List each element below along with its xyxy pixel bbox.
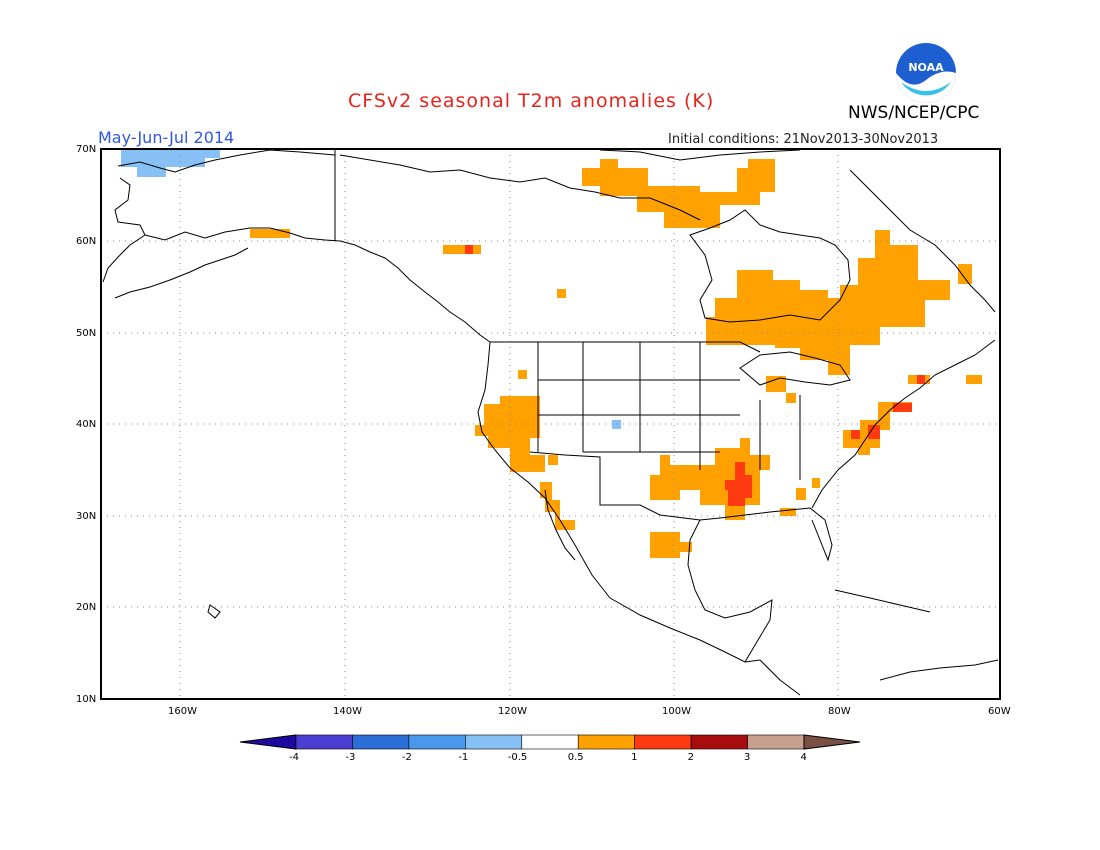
colorbar-tick-label: 4 <box>800 752 807 763</box>
lat-label: 20N <box>76 602 97 613</box>
season-label: May-Jun-Jul 2014 <box>98 128 235 147</box>
lon-label: 100W <box>662 706 691 717</box>
anomaly-region <box>582 159 775 228</box>
lat-label: 70N <box>76 144 97 155</box>
agency-label: NWS/NCEP/CPC <box>848 103 980 123</box>
anomaly-region <box>518 370 527 379</box>
anomaly-region <box>548 455 558 465</box>
lon-label: 60W <box>988 706 1011 717</box>
anomaly-region <box>796 488 806 500</box>
colorbar-swatch <box>295 734 353 750</box>
anomaly-region <box>812 478 820 488</box>
logo-text: NOAA <box>908 61 944 74</box>
anomaly-region <box>121 150 220 177</box>
anomaly-region <box>250 229 290 238</box>
colorbar-swatch <box>747 734 805 750</box>
colorbar-tick-label: 3 <box>744 752 751 763</box>
lon-label: 160W <box>168 706 197 717</box>
colorbar-swatch <box>408 734 466 750</box>
anomaly-region <box>612 420 621 429</box>
anomaly-region <box>650 532 692 558</box>
chart-title: CFSv2 seasonal T2m anomalies (K) <box>348 90 715 112</box>
colorbar-swatch <box>239 734 297 750</box>
lon-label: 120W <box>498 706 527 717</box>
anomaly-region <box>540 482 575 530</box>
anomaly-region <box>966 375 982 384</box>
anomaly-region <box>958 264 972 284</box>
lat-label: 30N <box>76 511 97 522</box>
colorbar-swatch <box>521 734 579 750</box>
anomaly-region <box>917 375 925 384</box>
anomaly-region <box>868 425 880 439</box>
noaa-logo-icon: NOAA <box>896 43 956 103</box>
anomaly-region <box>780 508 796 516</box>
colorbar <box>239 734 861 750</box>
anomaly-shading <box>121 150 982 558</box>
colorbar-tick-label: -4 <box>289 752 299 763</box>
lat-label: 40N <box>76 419 97 430</box>
initial-conditions: Initial conditions: 21Nov2013-30Nov2013 <box>668 132 939 147</box>
lon-label: 140W <box>333 706 362 717</box>
colorbar-tick-label: 0.5 <box>567 752 584 763</box>
colorbar-swatch <box>577 734 635 750</box>
coastlines <box>102 149 999 696</box>
anomaly-region <box>475 396 545 472</box>
anomaly-region <box>851 430 860 439</box>
lat-label: 10N <box>76 694 97 705</box>
anomaly-region <box>443 245 481 254</box>
lat-label: 50N <box>76 328 97 339</box>
anomaly-region <box>786 393 796 403</box>
colorbar-swatch <box>352 734 410 750</box>
lon-label: 80W <box>828 706 851 717</box>
colorbar-tick-label: -3 <box>345 752 356 763</box>
colorbar-tick-label: -0.5 <box>507 752 528 763</box>
colorbar-tick-label: -1 <box>458 752 469 763</box>
anomaly-region <box>465 245 473 254</box>
anomaly-region <box>725 462 752 506</box>
anomaly-region <box>706 230 950 375</box>
colorbar-swatch <box>690 734 748 750</box>
colorbar-swatch <box>465 734 523 750</box>
colorbar-tick-label: 2 <box>687 752 694 763</box>
map-frame <box>100 148 1001 700</box>
colorbar-tick-label: 1 <box>631 752 638 763</box>
colorbar-swatch <box>634 734 692 750</box>
anomaly-region <box>766 376 786 392</box>
anomaly-region <box>893 403 912 412</box>
colorbar-swatch <box>803 734 861 750</box>
anomaly-region <box>557 289 566 298</box>
colorbar-tick-label: -2 <box>401 752 412 763</box>
lat-label: 60N <box>76 236 97 247</box>
